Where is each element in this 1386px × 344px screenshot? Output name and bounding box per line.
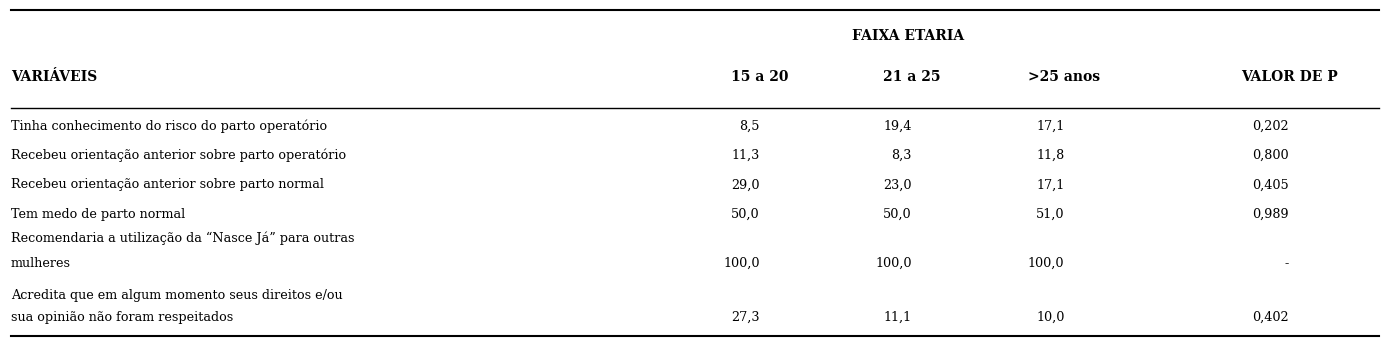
Text: mulheres: mulheres	[11, 257, 71, 270]
Text: 17,1: 17,1	[1037, 120, 1064, 133]
Text: 0,800: 0,800	[1253, 149, 1289, 162]
Text: FAIXA ETARIA: FAIXA ETARIA	[852, 29, 963, 43]
Text: 27,3: 27,3	[730, 311, 760, 324]
Text: 50,0: 50,0	[883, 208, 912, 221]
Text: >25 anos: >25 anos	[1028, 71, 1100, 84]
Text: 8,5: 8,5	[739, 120, 760, 133]
Text: 100,0: 100,0	[876, 257, 912, 270]
Text: 19,4: 19,4	[884, 120, 912, 133]
Text: Tem medo de parto normal: Tem medo de parto normal	[11, 208, 186, 221]
Text: 0,402: 0,402	[1253, 311, 1289, 324]
Text: 51,0: 51,0	[1035, 208, 1064, 221]
Text: 15 a 20: 15 a 20	[730, 71, 789, 84]
Text: 100,0: 100,0	[1028, 257, 1064, 270]
Text: Tinha conhecimento do risco do parto operatório: Tinha conhecimento do risco do parto ope…	[11, 120, 327, 133]
Text: sua opinião não foram respeitados: sua opinião não foram respeitados	[11, 311, 233, 324]
Text: -: -	[1285, 257, 1289, 270]
Text: 23,0: 23,0	[883, 179, 912, 191]
Text: 10,0: 10,0	[1037, 311, 1064, 324]
Text: 100,0: 100,0	[723, 257, 760, 270]
Text: 11,8: 11,8	[1037, 149, 1064, 162]
Text: 11,3: 11,3	[732, 149, 760, 162]
Text: 29,0: 29,0	[730, 179, 760, 191]
Text: VARIÁVEIS: VARIÁVEIS	[11, 71, 97, 84]
Text: 17,1: 17,1	[1037, 179, 1064, 191]
Text: 0,202: 0,202	[1253, 120, 1289, 133]
Text: 50,0: 50,0	[730, 208, 760, 221]
Text: 11,1: 11,1	[884, 311, 912, 324]
Text: 0,405: 0,405	[1252, 179, 1289, 191]
Text: Acredita que em algum momento seus direitos e/ou: Acredita que em algum momento seus direi…	[11, 289, 342, 302]
Text: Recebeu orientação anterior sobre parto normal: Recebeu orientação anterior sobre parto …	[11, 179, 324, 191]
Text: Recebeu orientação anterior sobre parto operatório: Recebeu orientação anterior sobre parto …	[11, 149, 346, 162]
Text: 0,989: 0,989	[1253, 208, 1289, 221]
Text: 21 a 25: 21 a 25	[883, 71, 941, 84]
Text: VALOR DE P: VALOR DE P	[1240, 71, 1337, 84]
Text: Recomendaria a utilização da “Nasce Já” para outras: Recomendaria a utilização da “Nasce Já” …	[11, 232, 355, 245]
Text: 8,3: 8,3	[891, 149, 912, 162]
